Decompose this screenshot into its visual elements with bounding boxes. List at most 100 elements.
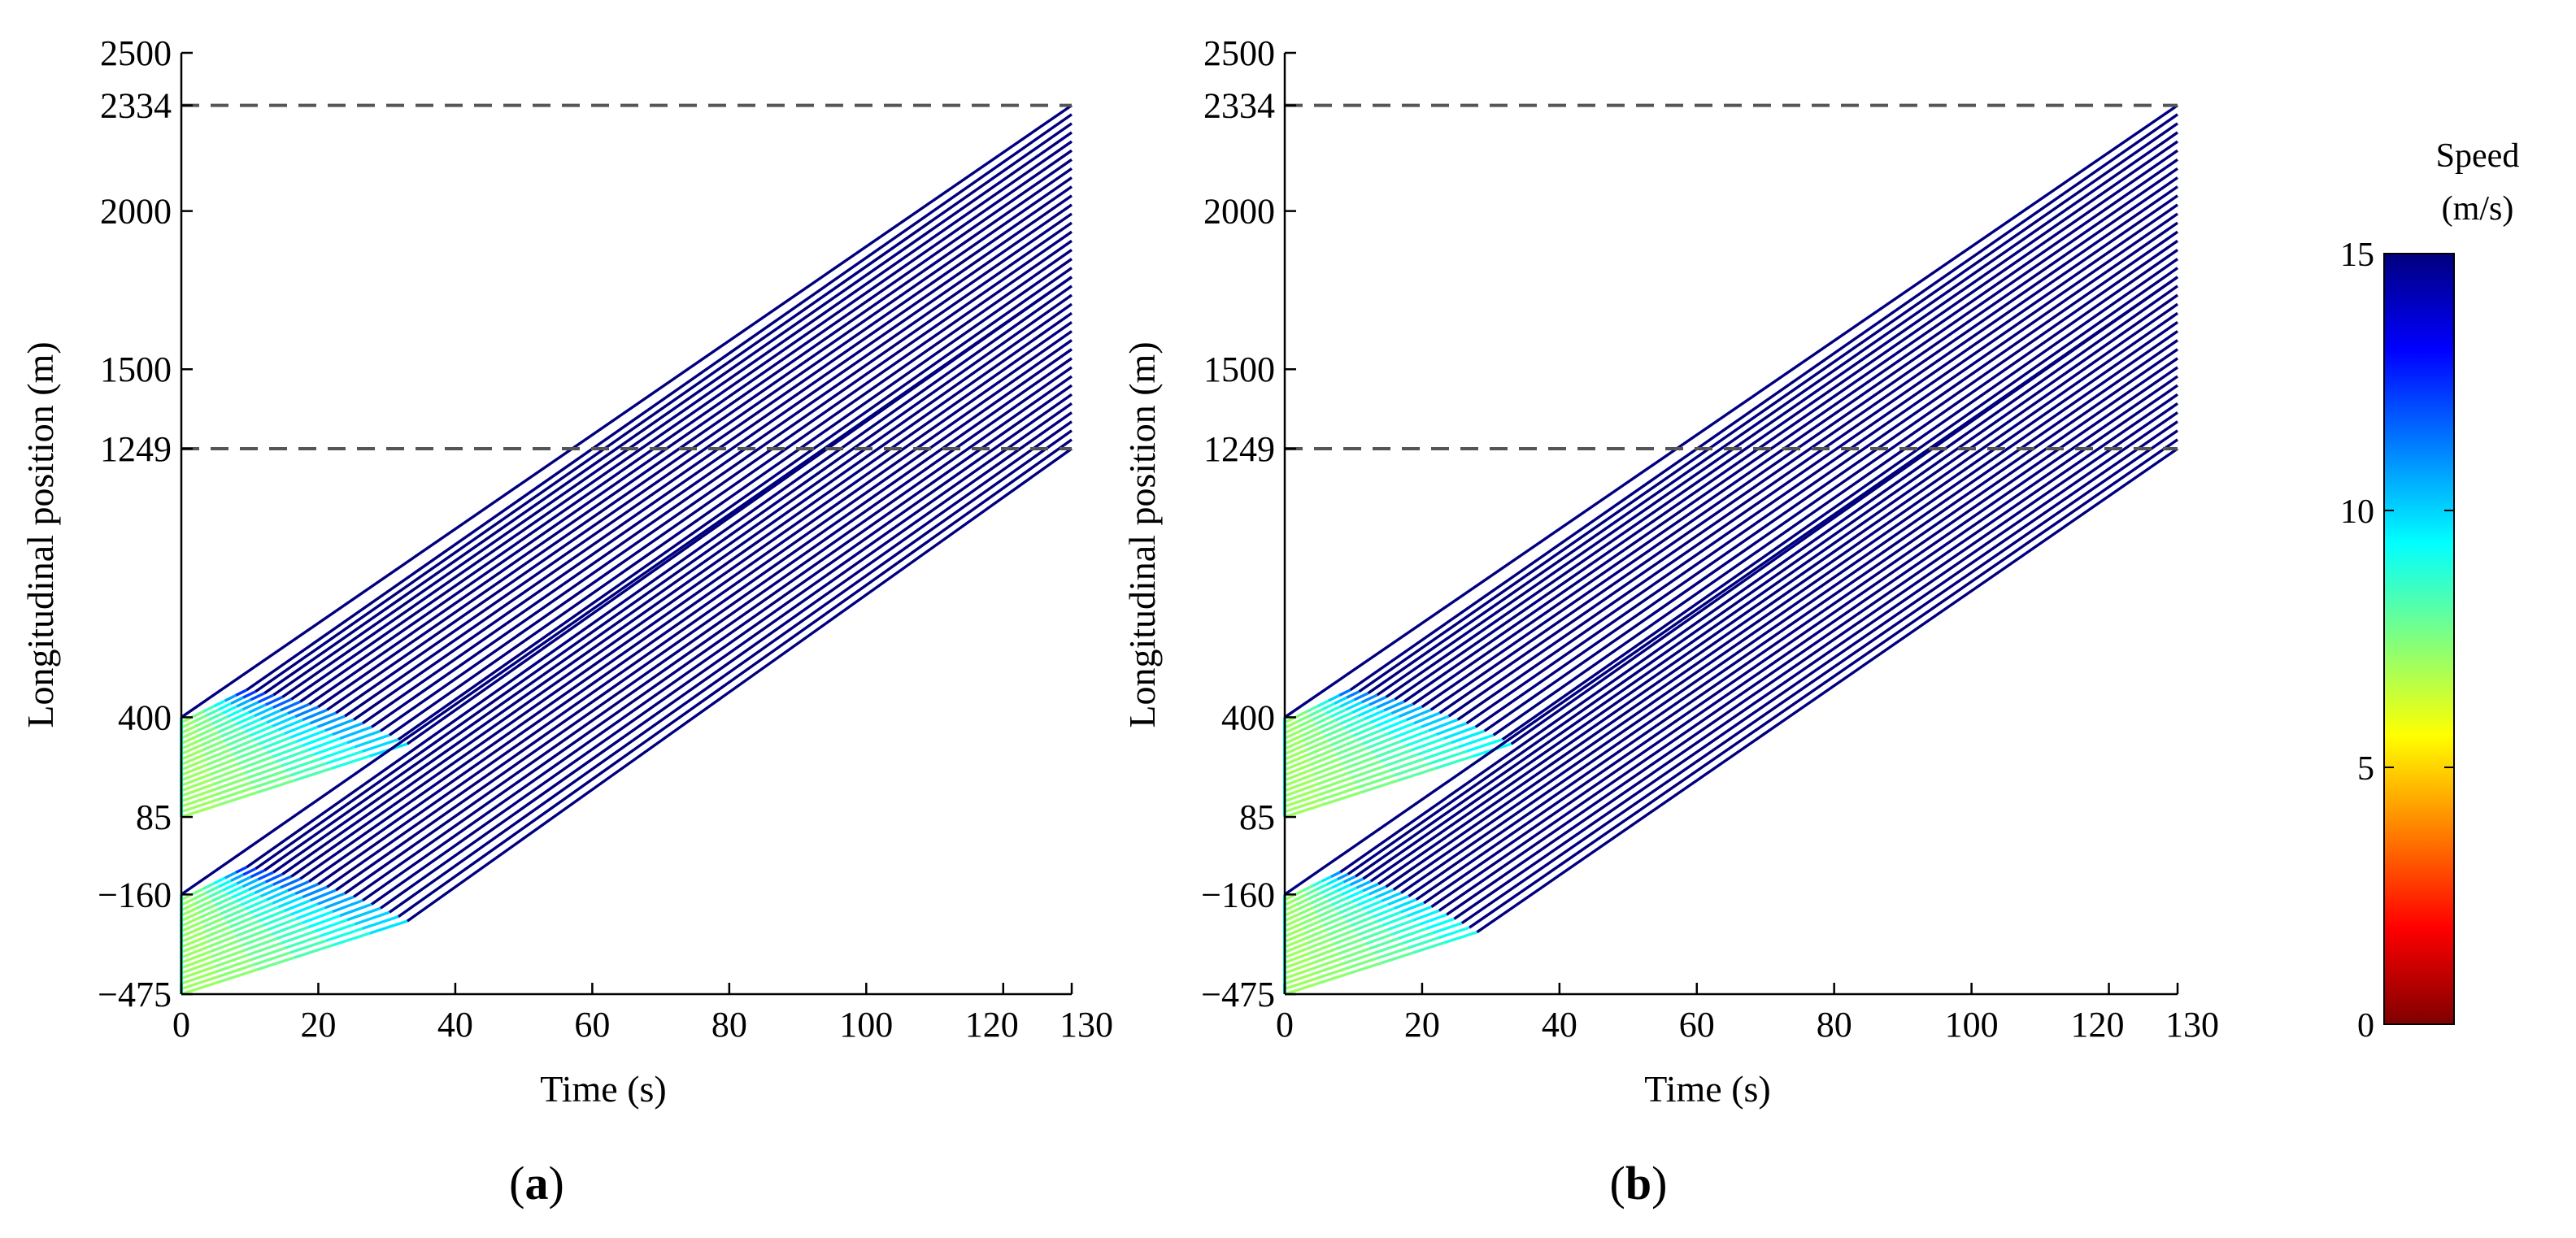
trajectory-creep-segment	[294, 883, 319, 896]
colorbar: Speed (m/s) 0 5 10 15	[2340, 137, 2519, 1045]
trajectory-free-segment	[398, 438, 1073, 918]
trajectory-creep-segment	[181, 906, 198, 917]
trajectory-creep-segment	[202, 739, 225, 752]
trajectory-free-segment	[1394, 158, 2178, 701]
trajectory-free-segment	[263, 302, 1073, 872]
trajectory-creep-segment	[181, 778, 212, 793]
y-tick-label: 2500	[100, 33, 172, 73]
trajectory-free-segment	[1403, 167, 2178, 703]
trajectory-free-segment	[1453, 420, 2178, 920]
trajectory-creep-segment	[1284, 725, 1299, 735]
trajectory-creep-segment	[208, 888, 224, 898]
trajectory-creep-segment	[1284, 927, 1303, 938]
trajectory-free-segment	[181, 276, 1073, 896]
trajectory-creep-segment	[254, 706, 274, 718]
trajectory-creep-segment	[1314, 767, 1347, 781]
trajectory-creep-segment	[1302, 731, 1322, 742]
trajectory-creep-segment	[1310, 947, 1337, 960]
trajectory-creep-segment	[1360, 779, 1399, 794]
trajectory-creep-segment	[280, 930, 315, 945]
trajectory-creep-segment	[1364, 932, 1394, 945]
trajectory-creep-segment	[229, 738, 255, 751]
trajectory-creep-segment	[1393, 725, 1422, 739]
trajectory-creep-segment	[271, 744, 303, 758]
trajectory-creep-segment	[1317, 776, 1352, 791]
trajectory-creep-segment	[1284, 982, 1317, 996]
trajectory-creep-segment	[1423, 745, 1460, 761]
trajectory-creep-segment	[1295, 897, 1309, 906]
trajectory-creep-segment	[1412, 940, 1446, 954]
trajectory-creep-segment	[1284, 932, 1305, 944]
trajectory-creep-segment	[1330, 928, 1355, 941]
trajectory-creep-segment	[250, 692, 266, 702]
trajectory-creep-segment	[1305, 888, 1317, 897]
trajectory-creep-segment	[313, 741, 348, 756]
trajectory-creep-segment	[280, 877, 301, 889]
trajectory-creep-segment	[212, 771, 246, 786]
trajectory-creep-segment	[1340, 947, 1370, 960]
trajectory-creep-segment	[1368, 695, 1387, 706]
trajectory-creep-segment	[1412, 909, 1440, 922]
trajectory-free-segment	[308, 176, 1073, 706]
trajectory-creep-segment	[361, 737, 399, 754]
y-tick-label: 85	[136, 797, 172, 837]
trajectory-free-segment	[1429, 194, 2178, 711]
trajectory-free-segment	[1347, 293, 2178, 875]
trajectory-creep-segment	[266, 889, 289, 901]
y-tick-label: −160	[1201, 875, 1275, 914]
trajectory-creep-segment	[1338, 904, 1358, 914]
trajectory-creep-segment	[1330, 708, 1347, 719]
trajectory-creep-segment	[1342, 751, 1372, 765]
trajectory-creep-segment	[1323, 889, 1338, 899]
trajectory-creep-segment	[1284, 768, 1313, 782]
trajectory-free-segment	[317, 185, 1073, 709]
trajectory-creep-segment	[207, 753, 234, 767]
trajectory-creep-segment	[1334, 900, 1353, 910]
y-tick-label: −475	[98, 975, 172, 1014]
trajectory-creep-segment	[1312, 711, 1328, 721]
trajectory-creep-segment	[1339, 714, 1360, 726]
trajectory-creep-segment	[226, 708, 244, 719]
trajectory-creep-segment	[1284, 744, 1306, 756]
trajectory-creep-segment	[1375, 744, 1407, 758]
trajectory-creep-segment	[244, 937, 277, 952]
trajectory-creep-segment	[1338, 746, 1368, 761]
trajectory-creep-segment	[1382, 718, 1408, 732]
trajectory-creep-segment	[1373, 941, 1403, 955]
trajectory-creep-segment	[220, 726, 242, 738]
trajectory-creep-segment	[203, 921, 228, 934]
trajectory-creep-segment	[1406, 905, 1433, 918]
y-tick-label: 1249	[100, 429, 172, 469]
trajectory-creep-segment	[1312, 957, 1342, 971]
trajectory-creep-segment	[211, 893, 228, 902]
trajectory-creep-segment	[294, 767, 333, 782]
trajectory-creep-segment	[1312, 899, 1329, 910]
trajectory-creep-segment	[205, 748, 231, 762]
trajectory-creep-segment	[1299, 910, 1317, 921]
trajectory-creep-segment	[1349, 877, 1364, 887]
trajectory-creep-segment	[1312, 762, 1343, 776]
x-tick-label: 40	[1542, 1005, 1577, 1045]
trajectory-creep-segment	[1354, 769, 1390, 784]
trajectory-creep-segment	[1377, 946, 1408, 960]
trajectory-creep-segment	[205, 925, 231, 939]
trajectory-creep-segment	[207, 934, 237, 949]
trajectory-creep-segment	[272, 892, 296, 905]
trajectory-creep-segment	[302, 910, 333, 924]
trajectory-creep-segment	[1327, 893, 1343, 902]
trajectory-creep-segment	[1284, 758, 1310, 771]
trajectory-creep-segment	[1369, 712, 1393, 724]
trajectory-creep-segment	[194, 895, 210, 906]
trajectory-free-segment	[263, 131, 1073, 695]
trajectory-creep-segment	[264, 872, 284, 884]
trajectory-creep-segment	[256, 779, 295, 794]
trajectory-creep-segment	[229, 915, 255, 928]
trajectory-creep-segment	[1374, 888, 1395, 899]
trajectory-creep-segment	[193, 891, 207, 901]
trajectory-creep-segment	[1375, 715, 1400, 728]
trajectory-creep-segment	[1284, 962, 1312, 975]
trajectory-creep-segment	[1297, 901, 1312, 911]
trajectory-creep-segment	[1352, 724, 1377, 737]
trajectory-creep-segment	[242, 878, 259, 888]
trajectory-creep-segment	[1435, 722, 1468, 736]
